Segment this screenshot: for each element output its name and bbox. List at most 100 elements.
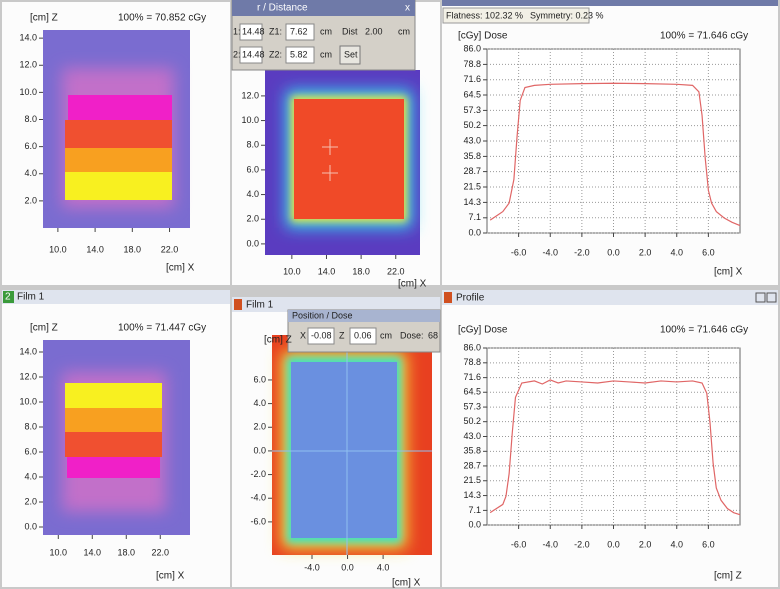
dose-region [65,383,162,408]
y-tick-label: 78.8 [463,357,481,367]
y-tick-label: 57.3 [463,401,481,411]
x-tick-label: -6.0 [511,247,527,257]
y-tick-label: 43.0 [463,431,481,441]
panel-number: 2 [5,292,11,303]
crosshair [322,139,338,181]
y-tick-label: 14.0 [19,33,37,43]
normalization: 100% = 71.646 cGy [660,31,748,42]
x-tick-label: 4.0 [670,247,683,257]
dose-region [65,432,162,457]
x-tick-label: -2.0 [574,247,590,257]
y-tick-label: -4.0 [250,493,266,503]
x-tick-label: 22.0 [387,266,405,276]
dose-region [65,408,162,432]
y-tick-label: 35.8 [463,446,481,456]
x-tick-label: 2.0 [639,247,652,257]
axis-label: [cm] X [166,263,195,274]
y-tick-label: 2.0 [24,496,37,506]
x-tick-label: 0.0 [607,539,620,549]
y-tick-label: 50.2 [463,416,481,426]
window-button[interactable] [766,292,777,303]
label: Z2: [269,49,282,59]
y-tick-label: 0.0 [253,445,266,455]
y-tick-label: 8.0 [24,421,37,431]
dialog-titlebar [288,310,440,322]
y-tick-label: 21.5 [463,475,481,485]
y-tick-label: 64.5 [463,387,481,397]
input[interactable] [307,327,335,345]
x-tick-label: -2.0 [574,539,590,549]
y-tick-label: -6.0 [250,516,266,526]
y-tick-label: 28.7 [463,166,481,176]
y-tick-label: 4.0 [24,471,37,481]
flatness: Flatness: 102.32 % [446,10,523,20]
value: 2.00 [365,26,383,36]
x-tick-label: 14.0 [318,266,336,276]
y-tick-label: 14.3 [463,197,481,207]
close-button[interactable]: x [405,3,410,14]
button[interactable] [339,45,361,65]
dose-region [294,99,404,219]
x-tick-label: 4.0 [377,562,390,572]
symmetry: Symmetry: 0.23 % [530,10,604,20]
unit: cm [398,26,410,36]
panel-icon [234,299,242,310]
y-tick-label: 8.0 [24,114,37,124]
panel-header [2,290,230,304]
input [359,24,387,40]
x-tick-label: 10.0 [283,266,301,276]
button-label[interactable]: Set [344,49,358,59]
y-tick-label: 6.0 [246,164,259,174]
input[interactable] [285,46,315,64]
y-tick-label: 10.0 [19,396,37,406]
y-tick-label: 28.7 [463,460,481,470]
dose-region [68,95,172,120]
y-tick-label: 14.0 [19,346,37,356]
y-tick-label: 10.0 [241,115,259,125]
y-tick-label: 50.2 [463,120,481,130]
y-tick-label: 2.0 [24,195,37,205]
value: 14.48 [242,26,265,36]
x-tick-label: 0.0 [341,562,354,572]
profile-line [489,379,741,516]
x-tick-label: 22.0 [151,547,169,557]
input[interactable] [239,46,263,64]
x-tick-label: 18.0 [124,244,142,254]
label: Z [339,330,345,340]
y-tick-label: 35.8 [463,151,481,161]
normalization: 100% = 70.852 cGy [118,13,206,24]
axis-label: [cm] X [156,571,185,582]
panel-icon [444,292,452,303]
y-tick-label: 64.5 [463,89,481,99]
panel-header [232,297,440,312]
axis-label: [cm] X [398,279,427,290]
x-tick-label: 2.0 [639,539,652,549]
y-tick-label: 71.6 [463,74,481,84]
x-tick-label: 18.0 [118,547,136,557]
x-tick-label: 6.0 [702,539,715,549]
y-tick-label: 4.0 [253,398,266,408]
input[interactable] [239,23,263,41]
dose-region [291,362,397,538]
y-tick-label: 86.0 [463,43,481,53]
window-button[interactable] [755,292,766,303]
x-tick-label: -4.0 [542,247,558,257]
y-tick-label: 71.6 [463,372,481,382]
y-tick-label: 6.0 [24,141,37,151]
axis-label: [cGy] Dose [458,31,508,42]
profile-line [489,82,741,227]
panel-title: Profile [456,293,485,304]
input[interactable] [349,327,377,345]
x-tick-label: 0.0 [607,247,620,257]
unit: cm [320,49,332,59]
y-tick-label: 57.3 [463,105,481,115]
label: 2: [233,49,241,59]
x-tick-label: -4.0 [304,562,320,572]
label: X [300,330,306,340]
label: Dose: [400,330,424,340]
normalization: 100% = 71.646 cGy [660,325,748,336]
x-tick-label: 14.0 [84,547,102,557]
input[interactable] [285,23,315,41]
x-tick-label: 6.0 [702,247,715,257]
value: 68 [428,330,438,340]
